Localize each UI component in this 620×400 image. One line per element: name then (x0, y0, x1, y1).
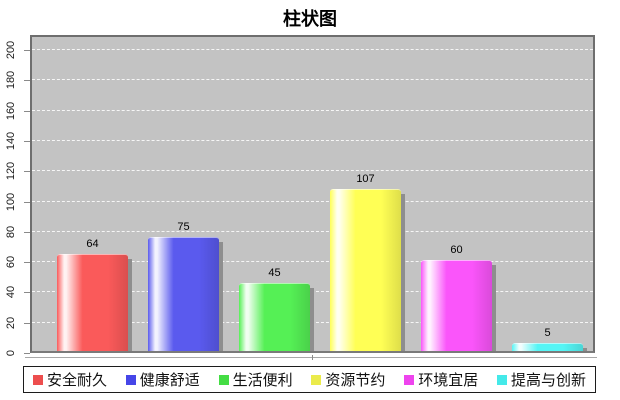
legend-label: 资源节约 (325, 373, 386, 389)
bar-3[interactable] (239, 283, 314, 351)
y-tick-label: 160 (5, 101, 17, 120)
legend-item-5[interactable]: 环境宜居 (404, 369, 478, 390)
chart-title: 柱状图 (283, 9, 337, 29)
y-tick-mark (24, 262, 30, 264)
y-tick-mark (24, 110, 30, 112)
y-tick-label: 80 (5, 225, 17, 238)
legend-swatch (33, 374, 43, 385)
y-tick-mark (24, 292, 30, 294)
y-tick-label: 120 (5, 162, 17, 181)
legend-item-2[interactable]: 健康舒适 (125, 369, 200, 390)
legend-item-6[interactable]: 提高与创新 (496, 369, 586, 390)
gridline (32, 109, 593, 111)
bar-4[interactable] (330, 189, 405, 351)
legend-item-4[interactable]: 资源节约 (311, 369, 385, 390)
y-tick-mark (24, 171, 30, 173)
legend-swatch (125, 374, 136, 385)
y-tick-mark (24, 322, 30, 324)
gridline (32, 200, 593, 202)
y-tick-label: 200 (5, 40, 17, 60)
y-tick-label: 140 (5, 131, 17, 151)
gridline (32, 49, 593, 50)
legend-swatch (218, 374, 229, 385)
bar-value-label: 75 (177, 221, 190, 233)
y-tick-mark (24, 140, 30, 142)
legend-label: 环境宜居 (418, 373, 479, 389)
bar-value-label: 107 (356, 173, 375, 185)
gridline (32, 139, 593, 141)
bar-5[interactable] (421, 260, 496, 351)
y-tick-label: 180 (5, 71, 17, 90)
x-axis-tick (312, 355, 313, 360)
legend-label: 生活便利 (232, 373, 293, 389)
legend: 安全耐久 健康舒适 生活便利 资源节约 环境宜居 提高与创新 (23, 366, 596, 393)
legend-label: 提高与创新 (510, 373, 586, 389)
bar-1[interactable] (57, 254, 132, 351)
bar-2[interactable] (148, 237, 223, 351)
bar-value-label: 64 (86, 238, 99, 250)
y-tick-label: 100 (5, 192, 17, 211)
gridline (32, 261, 593, 263)
legend-swatch (404, 374, 415, 385)
y-tick-label: 0 (5, 349, 17, 357)
y-tick-label: 40 (5, 286, 17, 299)
gridline (32, 79, 593, 81)
legend-item-1[interactable]: 安全耐久 (33, 369, 107, 390)
legend-item-3[interactable]: 生活便利 (218, 369, 293, 390)
y-tick-mark (24, 201, 30, 203)
y-tick-label: 20 (5, 316, 17, 329)
legend-swatch (496, 374, 507, 385)
x-axis-line (25, 357, 597, 358)
legend-swatch (311, 374, 322, 385)
y-tick-mark (24, 50, 30, 51)
y-tick-label: 60 (5, 255, 17, 269)
plot-area: 64 75 45 107 60 5 (30, 35, 595, 353)
y-tick-mark (24, 353, 30, 354)
legend-label: 安全耐久 (47, 373, 108, 389)
bar-value-label: 5 (544, 327, 551, 339)
gridline (32, 230, 593, 232)
legend-label: 健康舒适 (139, 373, 200, 389)
y-tick-mark (24, 80, 30, 82)
y-tick-mark (24, 231, 30, 233)
bar-6[interactable] (512, 343, 587, 351)
bar-value-label: 60 (450, 244, 463, 256)
gridline (32, 170, 593, 172)
bar-value-label: 45 (268, 267, 281, 279)
